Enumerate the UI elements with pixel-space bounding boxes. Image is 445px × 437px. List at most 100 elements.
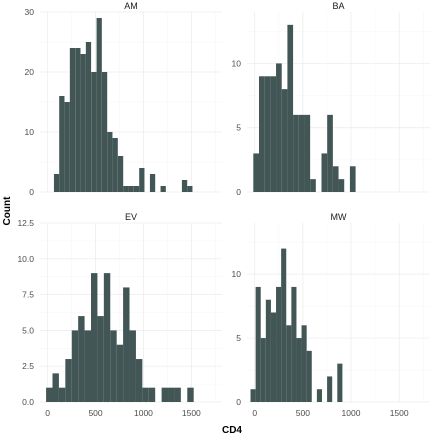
y-tick-label: 12.5 xyxy=(17,218,34,228)
y-tick-label: 0 xyxy=(29,187,34,197)
histogram-bar xyxy=(46,387,53,402)
facet-panel-ev: EV 0.0 2.5 5.0 7.5 10.0 12.5 0 500 1000 1500 xyxy=(17,212,222,418)
histogram-bar xyxy=(281,248,287,402)
histogram-bar xyxy=(112,138,118,192)
histogram-bar xyxy=(64,102,70,192)
histogram-bar xyxy=(293,114,299,192)
y-tick-label: 20 xyxy=(25,67,35,77)
histogram-bar xyxy=(327,114,333,192)
histogram-bar xyxy=(71,330,79,402)
histogram-bar xyxy=(332,166,339,192)
histogram-bar xyxy=(306,350,312,402)
x-tick-label: 1500 xyxy=(182,408,201,418)
y-tick-label: 2.5 xyxy=(22,361,34,371)
histogram-bar xyxy=(296,338,302,402)
histogram-bar xyxy=(91,273,98,402)
y-tick-label: 10 xyxy=(25,127,35,137)
histogram-bar xyxy=(80,54,86,192)
histogram-bar xyxy=(161,387,169,402)
histogram-bar xyxy=(264,76,271,192)
histogram-bar xyxy=(78,316,85,402)
y-tick-label: 10 xyxy=(232,58,242,68)
x-tick-label: 0 xyxy=(252,408,257,418)
y-axis-title: Count xyxy=(2,196,13,226)
histogram-bar xyxy=(116,344,124,402)
histogram-bar xyxy=(337,363,343,402)
histogram-bar xyxy=(321,153,328,192)
histogram-bar xyxy=(187,387,194,402)
x-tick-label: 0 xyxy=(45,408,50,418)
histogram-bar xyxy=(260,338,266,402)
facet-panel-mw: MW 0 5 10 0 500 1000 1500 xyxy=(232,212,430,418)
histogram-bar xyxy=(107,132,113,192)
histogram-bar xyxy=(53,174,60,192)
histogram-bar xyxy=(304,114,311,192)
histogram-bar xyxy=(97,316,104,402)
histogram-bar xyxy=(168,387,175,402)
histogram-bar xyxy=(101,72,108,192)
histogram-bar xyxy=(265,299,271,402)
histogram-bar xyxy=(117,156,124,192)
histogram-bar xyxy=(301,325,307,402)
histogram-bar xyxy=(298,114,305,192)
histogram-bar xyxy=(253,153,259,192)
histogram-bar xyxy=(69,48,76,192)
histogram-bar xyxy=(270,312,277,402)
histogram-bar xyxy=(52,373,59,402)
facet-panel-am: AM 0 10 20 30 xyxy=(25,1,222,197)
histogram-bar xyxy=(286,325,292,402)
histogram-bar xyxy=(276,63,282,192)
facet-label: AM xyxy=(124,1,138,11)
histogram-bar xyxy=(149,174,156,192)
histogram-bar xyxy=(85,42,92,192)
histogram-bar xyxy=(338,179,345,192)
histogram-bar xyxy=(142,387,149,402)
histogram-bar xyxy=(123,287,130,402)
x-tick-label: 1000 xyxy=(342,408,361,418)
x-tick-label: 1000 xyxy=(134,408,153,418)
histogram-bar xyxy=(75,48,81,192)
histogram-bar xyxy=(135,359,143,402)
facet-panel-ba: BA 0 5 10 xyxy=(232,1,430,197)
histogram-bar xyxy=(276,286,282,402)
x-tick-label: 1500 xyxy=(390,408,409,418)
histogram-bar xyxy=(139,168,145,192)
y-tick-label: 10.0 xyxy=(17,254,34,264)
histogram-bar xyxy=(287,24,294,192)
histogram-bar xyxy=(58,387,66,402)
y-tick-label: 30 xyxy=(25,7,35,17)
histogram-bar xyxy=(349,166,356,192)
histogram-bar xyxy=(59,96,65,192)
facet-label: EV xyxy=(125,212,137,222)
histogram-bar xyxy=(250,389,256,402)
y-tick-label: 0.0 xyxy=(22,397,34,407)
y-tick-label: 0 xyxy=(236,187,241,197)
histogram-bar xyxy=(123,186,129,192)
y-tick-label: 5 xyxy=(236,333,241,343)
histogram-bar xyxy=(110,330,117,402)
x-tick-label: 500 xyxy=(296,408,310,418)
facet-label: BA xyxy=(332,1,344,11)
y-tick-label: 5 xyxy=(236,123,241,133)
histogram-bar xyxy=(310,179,316,192)
histogram-bar xyxy=(133,186,140,192)
histogram-bar xyxy=(148,387,156,402)
histogram-bar xyxy=(91,72,97,192)
histogram-bar xyxy=(316,389,322,402)
histogram-bar xyxy=(270,76,277,192)
histogram-bar xyxy=(65,359,72,402)
histogram-bar xyxy=(96,18,102,192)
x-tick-label: 500 xyxy=(88,408,102,418)
histogram-bar xyxy=(181,180,188,192)
histogram-bar xyxy=(103,273,111,402)
histogram-bar xyxy=(129,330,136,402)
histogram-bar xyxy=(327,376,333,402)
histogram-bar xyxy=(187,186,193,192)
histogram-bar xyxy=(281,89,288,192)
y-tick-label: 10 xyxy=(232,269,242,279)
histogram-bar xyxy=(160,186,166,192)
facet-label: MW xyxy=(331,212,347,222)
y-tick-label: 0 xyxy=(236,397,241,407)
y-tick-label: 5.0 xyxy=(22,325,34,335)
